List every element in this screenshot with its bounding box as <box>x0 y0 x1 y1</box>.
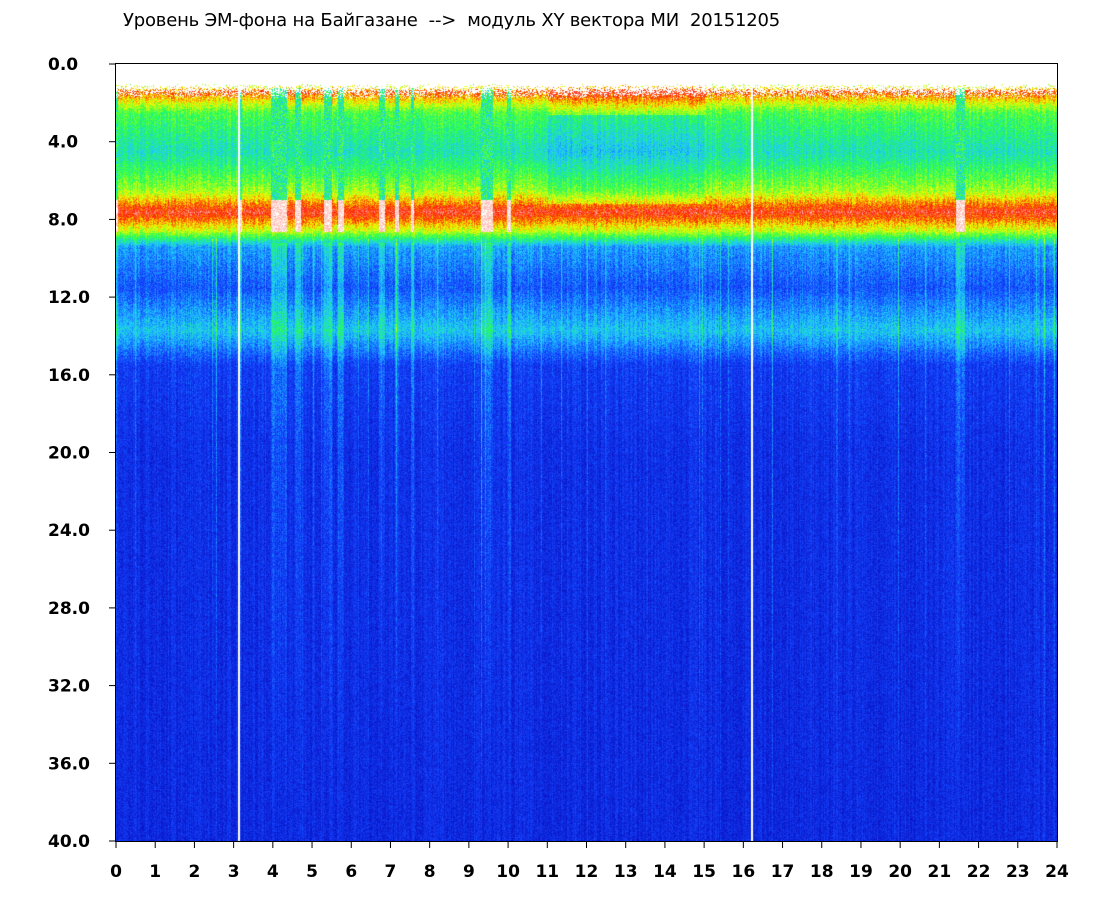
y-tick-label: 4.0 <box>48 133 78 153</box>
x-tick-label: 7 <box>385 862 397 882</box>
chart-title: Уровень ЭМ-фона на Байгазане --> модуль … <box>123 10 781 31</box>
x-axis: 0 1 2 3 4 5 6 7 8 9 10 11 12 13 14 15 16 17 18 19 20 21 22 23 24 <box>110 841 1069 882</box>
y-tick-label: 36.0 <box>48 754 90 774</box>
x-tick-label: 21 <box>928 862 952 882</box>
x-tick-label: 9 <box>463 862 475 882</box>
y-tick-label: 8.0 <box>48 210 78 230</box>
x-tick-label: 4 <box>267 862 279 882</box>
spectrogram-heatmap <box>116 64 1057 841</box>
y-tick-label: 28.0 <box>48 599 90 619</box>
x-tick-label: 16 <box>731 862 755 882</box>
x-tick-label: 18 <box>810 862 834 882</box>
y-tick-label: 40.0 <box>48 832 90 852</box>
x-tick-label: 1 <box>149 862 161 882</box>
y-tick-label: 32.0 <box>48 677 90 697</box>
x-tick-label: 24 <box>1045 862 1069 882</box>
x-tick-label: 6 <box>345 862 357 882</box>
x-tick-label: 13 <box>614 862 638 882</box>
x-tick-label: 10 <box>496 862 520 882</box>
x-tick-label: 22 <box>967 862 991 882</box>
y-tick-label: 24.0 <box>48 521 90 541</box>
y-tick-label: 20.0 <box>48 444 90 464</box>
x-tick-label: 11 <box>535 862 559 882</box>
x-tick-label: 8 <box>424 862 436 882</box>
x-tick-label: 0 <box>110 862 122 882</box>
x-tick-label: 3 <box>228 862 240 882</box>
x-tick-label: 2 <box>188 862 200 882</box>
x-tick-label: 14 <box>653 862 677 882</box>
y-tick-label: 12.0 <box>48 288 90 308</box>
x-tick-label: 23 <box>1006 862 1030 882</box>
x-tick-label: 17 <box>771 862 795 882</box>
x-tick-label: 5 <box>306 862 318 882</box>
x-tick-label: 12 <box>575 862 599 882</box>
y-tick-label: 0.0 <box>48 55 78 75</box>
plot-frame <box>115 63 1058 842</box>
x-tick-label: 20 <box>888 862 912 882</box>
x-tick-label: 15 <box>692 862 716 882</box>
y-axis: 0.0 4.0 8.0 12.0 16.0 20.0 24.0 28.0 32.0 36.0 40.… <box>48 55 115 852</box>
y-tick-label: 16.0 <box>48 366 90 386</box>
x-tick-label: 19 <box>849 862 873 882</box>
